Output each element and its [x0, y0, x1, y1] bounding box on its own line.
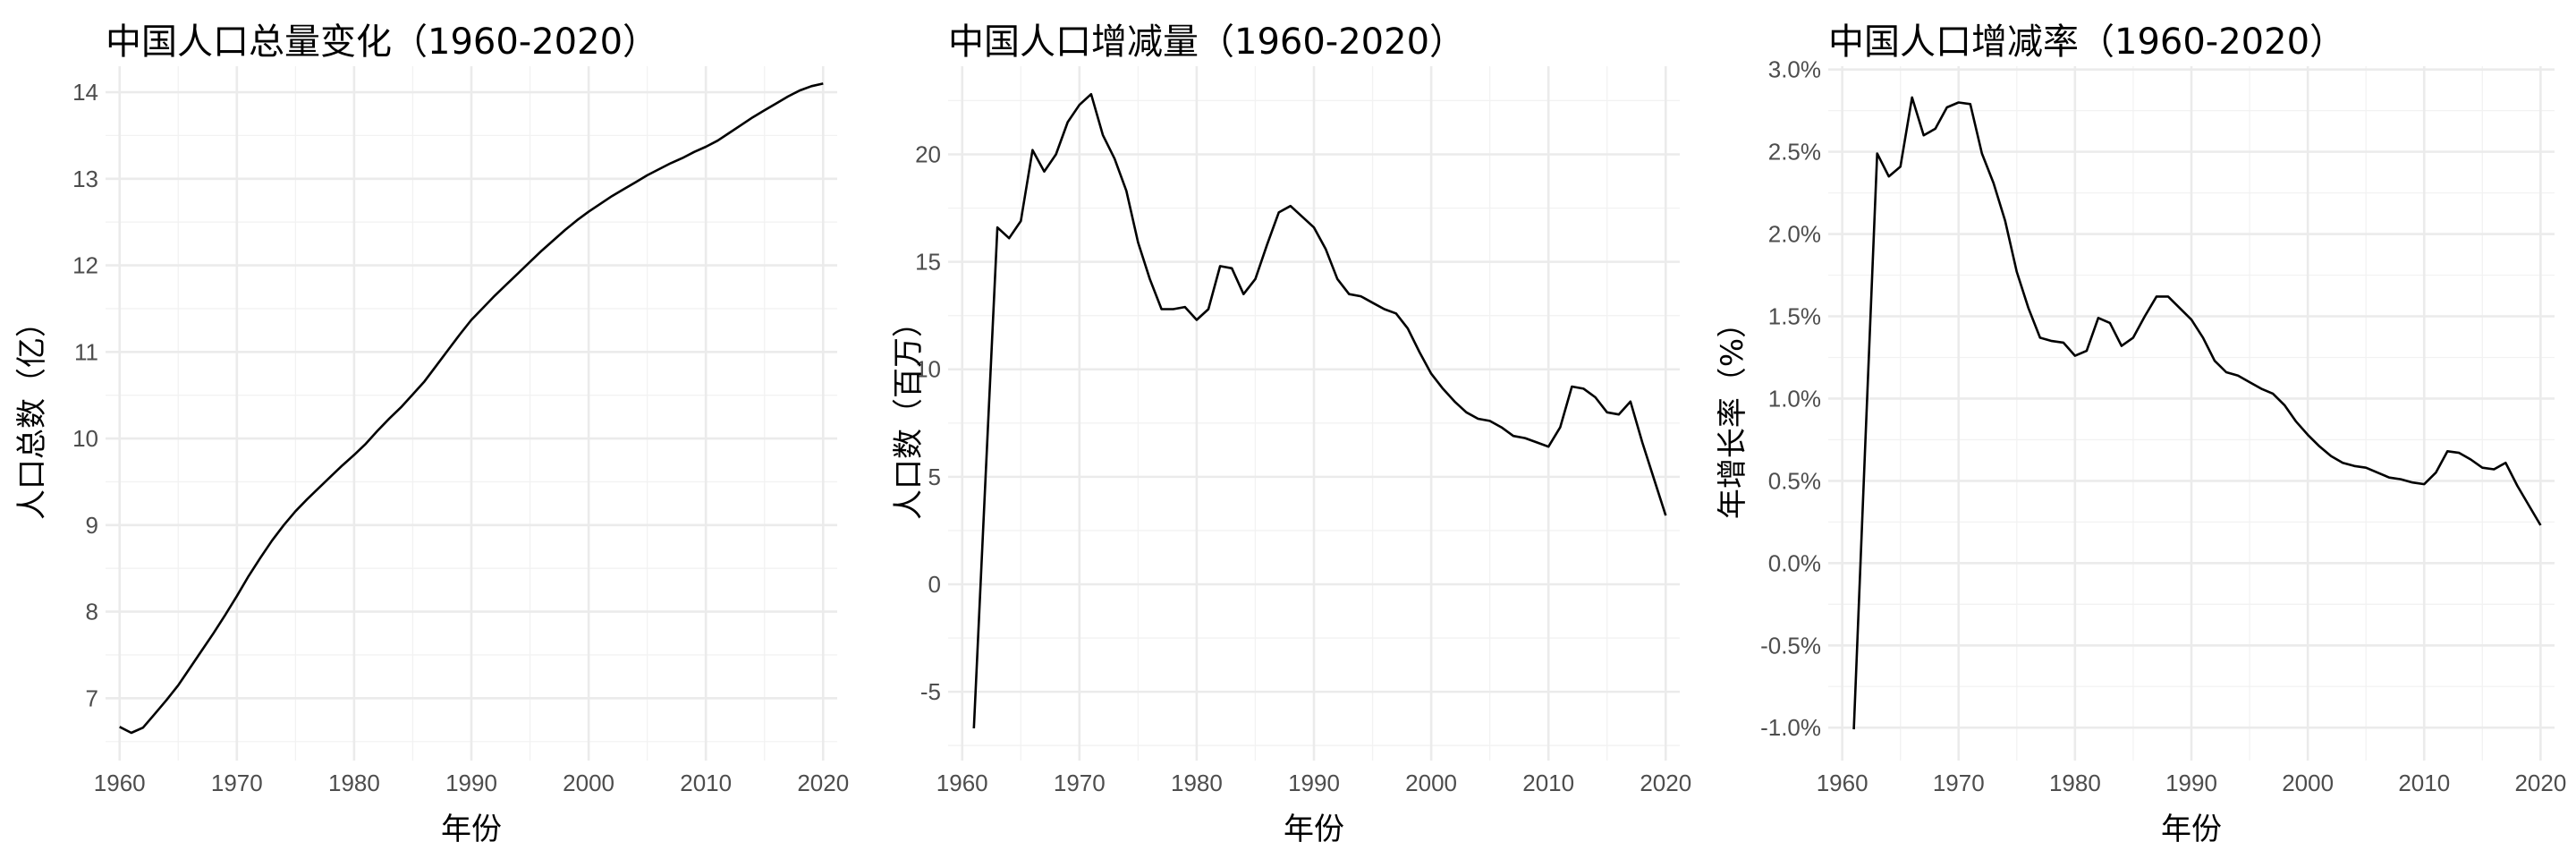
- x-axis-title: 年份: [441, 812, 502, 847]
- series-line-growth-rate: [1852, 96, 2542, 730]
- y-tick-label: 3.0%: [1768, 56, 1821, 83]
- chart-title: 中国人口增减率（1960-2020）: [1828, 21, 2345, 63]
- y-tick-label: 2.5%: [1768, 139, 1821, 166]
- x-tick-label: 1980: [1171, 770, 1223, 796]
- y-axis-title: 年增长率（%）: [1717, 308, 1750, 519]
- y-tick-label: 14: [72, 79, 98, 106]
- chart-title: 中国人口总量变化（1960-2020）: [106, 21, 658, 63]
- x-tick-label: 2000: [2282, 770, 2334, 796]
- x-tick-label: 1990: [1288, 770, 1340, 796]
- x-tick-label: 1990: [445, 770, 497, 796]
- x-tick-label: 1980: [2049, 770, 2101, 796]
- y-tick-label: 0.0%: [1768, 549, 1821, 576]
- x-tick-label: 2010: [1522, 770, 1574, 796]
- y-tick-label: -1.0%: [1760, 714, 1821, 741]
- y-tick-label: -0.5%: [1760, 632, 1821, 659]
- x-tick-label: 1980: [328, 770, 380, 796]
- x-tick-label: 2000: [563, 770, 614, 796]
- chart-title: 中国人口增减量（1960-2020）: [948, 21, 1465, 63]
- y-tick-label: 1.5%: [1768, 303, 1821, 330]
- x-tick-label: 2010: [2398, 770, 2450, 796]
- x-tick-label: 2010: [680, 770, 732, 796]
- panel-growth-rate: 1960 1970 1980 1990 2000 2010 2020 -1.0% -0.5% 0.…: [1717, 0, 2576, 859]
- y-tick-label: 11: [74, 338, 98, 365]
- y-tick-label: 9: [86, 512, 98, 539]
- x-tick-label: 1970: [211, 770, 263, 796]
- y-tick-label: 13: [72, 166, 98, 192]
- x-tick-label: 1970: [1933, 770, 1985, 796]
- y-tick-label: 10: [915, 356, 941, 383]
- chart-growth-rate: 1960 1970 1980 1990 2000 2010 2020 -1.0% -0.5% 0.…: [1717, 21, 2566, 847]
- y-axis-title: 人口数（百万）: [891, 307, 927, 520]
- y-tick-label: 12: [72, 252, 98, 279]
- chart-total-population: 1960 1970 1980 1990 2000 2010 2020 7 8 9 10 11 12 13 1…: [14, 21, 849, 847]
- series-line-population-change: [972, 92, 1667, 729]
- y-tick-label: 10: [72, 425, 98, 452]
- x-tick-label: 1990: [2165, 770, 2217, 796]
- chart-population-change: 1960 1970 1980 1990 2000 2010 2020 -5 0 5 10 15 20 中国…: [891, 21, 1691, 847]
- y-tick-label: 20: [915, 141, 941, 168]
- x-tick-label: 1960: [94, 770, 146, 796]
- panel-total-population: 1960 1970 1980 1990 2000 2010 2020 7 8 9 10 11 12 13 1…: [0, 0, 859, 859]
- x-tick-label: 2000: [1405, 770, 1457, 796]
- series-line-total-population: [119, 82, 824, 735]
- panel-population-change: 1960 1970 1980 1990 2000 2010 2020 -5 0 5 10 15 20 中国…: [859, 0, 1717, 859]
- y-tick-label: 8: [86, 599, 98, 625]
- y-tick-label: -5: [920, 678, 941, 705]
- x-tick-label: 1960: [1817, 770, 1868, 796]
- x-tick-label: 2020: [797, 770, 849, 796]
- x-axis-title: 年份: [2161, 812, 2222, 847]
- x-tick-label: 2020: [2514, 770, 2566, 796]
- y-tick-label: 1.0%: [1768, 385, 1821, 412]
- y-tick-label: 7: [86, 685, 98, 711]
- y-tick-label: 5: [928, 464, 941, 490]
- x-tick-label: 1970: [1054, 770, 1106, 796]
- y-tick-label: 0: [928, 571, 941, 598]
- y-tick-label: 0.5%: [1768, 467, 1821, 494]
- y-axis-title: 人口总数（亿）: [14, 307, 50, 520]
- x-tick-label: 1960: [936, 770, 988, 796]
- y-tick-label: 2.0%: [1768, 221, 1821, 248]
- x-axis-title: 年份: [1284, 812, 1344, 847]
- y-tick-label: 15: [915, 249, 941, 276]
- x-tick-label: 2020: [1640, 770, 1691, 796]
